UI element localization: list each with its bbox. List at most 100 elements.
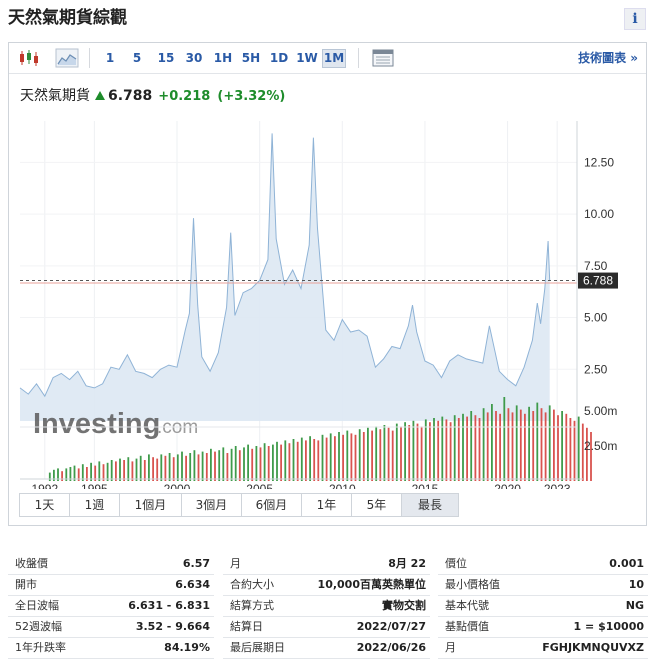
stat-row: 基點價值 1 = $10000 [438,617,648,638]
volume-bar [255,446,258,481]
candlestick-icon[interactable] [17,48,41,68]
range-15[interactable]: 15 [157,51,175,65]
stat-label: 最小價格值 [445,578,500,591]
stat-value: 84.19% [164,641,210,654]
stat-value: 6.634 [175,578,210,591]
volume-bar [156,458,159,481]
volume-bar [321,434,324,481]
stat-label: 結算日 [230,620,263,633]
volume-bars [48,397,592,481]
volume-bar [528,406,530,481]
volume-bar [143,460,146,481]
volume-bar [495,411,497,481]
volume-bar [296,441,299,481]
stat-label: 結算方式 [230,599,274,612]
volume-bar [507,408,510,481]
volume-bar [391,430,394,481]
tab-6-months[interactable]: 6個月 [242,494,302,516]
stat-label: 基點價值 [445,620,489,633]
tab-1-day[interactable]: 1天 [20,494,70,516]
range-1w[interactable]: 1W [296,51,318,65]
stats-column-1: 收盤價 6.57 開市 6.634 全日波幅 6.631 - 6.831 52週波幅 3… [8,554,214,659]
stat-label: 價位 [445,557,467,570]
volume-bar [272,444,274,481]
volume-bar [102,464,105,481]
range-5h[interactable]: 5H [241,51,261,65]
stat-label: 收盤價 [15,557,48,570]
period-tabs: 1天 1週 1個月 3個月 6個月 1年 5年 最長 [19,493,459,517]
volume-bar [334,436,336,481]
volume-bar [106,462,109,481]
x-tick-label: 2023 [544,482,571,489]
price-area-fill [20,133,550,421]
stat-row: 結算方式 實物交割 [223,596,430,617]
stat-value: 8月 22 [388,557,426,570]
tab-1-month[interactable]: 1個月 [120,494,182,516]
volume-bar [57,468,59,481]
stat-row: 最小價格值 10 [438,575,648,596]
volume-bar [499,413,501,481]
range-1[interactable]: 1 [105,51,115,65]
volume-bar [238,450,241,481]
info-button[interactable]: i [624,8,646,30]
volume-bar [329,433,332,481]
stat-label: 最后展期日 [230,641,285,654]
volume-bar [172,457,175,481]
volume-bar [429,422,431,481]
volume-bar [152,457,154,481]
volume-bar [300,437,303,481]
volume-bar [383,425,386,481]
stat-row: 結算日 2022/07/27 [223,617,430,638]
volume-bar [123,460,125,481]
volume-bar [457,418,460,481]
volume-bar [557,415,559,481]
volume-bar [395,423,398,481]
volume-bar [515,405,518,481]
volume-bar [222,447,225,481]
tab-5-years[interactable]: 5年 [352,494,402,516]
stat-row: 1年升跌率 84.19% [8,638,214,659]
volume-bar [276,441,278,481]
volume-bar [193,450,196,481]
range-1m[interactable]: 1M [322,49,346,68]
volume-bar [119,458,121,481]
volume-bar [503,397,506,481]
volume-bar [127,457,130,481]
volume-bar [342,434,344,481]
volume-bar [160,454,163,481]
x-tick-label: 2015 [412,482,439,489]
tab-1-year[interactable]: 1年 [302,494,352,516]
tab-3-months[interactable]: 3個月 [182,494,242,516]
instrument-name: 天然氣期貨 [20,88,90,104]
stat-row: 基本代號 NG [438,596,648,617]
range-5[interactable]: 5 [132,51,142,65]
volume-bar [81,464,84,481]
range-1d[interactable]: 1D [269,51,289,65]
volume-bar [544,412,547,481]
price-chart[interactable]: Investing .com 12.50 10.00 7.50 5.00 2.50 5.0… [9,113,646,489]
volume-bar [65,468,68,481]
volume-bar [362,432,365,481]
tab-max[interactable]: 最長 [402,494,458,516]
volume-bar [474,415,477,481]
volume-bar [532,411,535,481]
volume-bar [346,430,349,481]
calendar-icon[interactable] [371,48,395,68]
area-chart-icon[interactable] [55,48,79,68]
range-1h[interactable]: 1H [213,51,233,65]
tab-1-week[interactable]: 1週 [70,494,120,516]
volume-bar [259,447,262,481]
stat-row: 月 8月 22 [223,554,430,575]
volume-bar [201,451,204,481]
x-tick-label: 1995 [81,482,108,489]
volume-bar [309,436,311,481]
volume-bar [135,458,138,481]
volume-bar [540,408,543,481]
volume-bar [247,444,249,481]
range-30[interactable]: 30 [185,51,203,65]
volume-bar [288,443,291,481]
volume-bar [189,453,192,481]
y-tick-label: 5.00 [584,311,608,325]
technical-chart-link[interactable]: 技術圖表 » [578,51,638,65]
volume-bar [416,423,419,481]
